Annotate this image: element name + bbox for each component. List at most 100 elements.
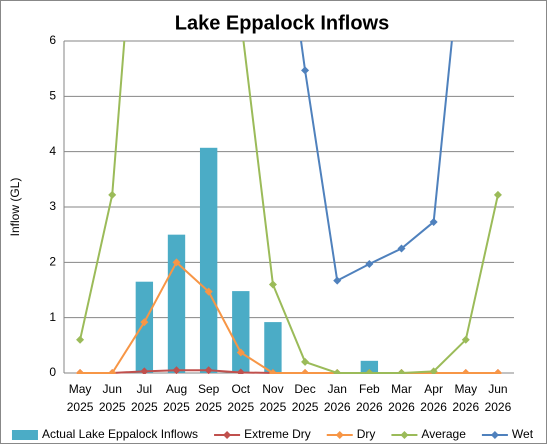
marker	[397, 369, 406, 374]
marker	[108, 190, 117, 199]
x-tick-label-line: 2025	[163, 400, 190, 414]
y-tick-label: 2	[49, 255, 56, 269]
x-tick-label-line: 2026	[324, 400, 351, 414]
marker	[493, 190, 502, 199]
legend-label: Extreme Dry	[244, 427, 311, 441]
x-tick-label-line: 2025	[131, 400, 158, 414]
marker	[333, 369, 342, 374]
marker	[236, 348, 245, 357]
x-tick-label-line: 2026	[485, 400, 512, 414]
legend-swatch	[11, 430, 38, 440]
marker	[333, 276, 342, 285]
marker	[301, 357, 310, 366]
x-tick-label-line: Jun	[488, 382, 507, 396]
bar	[135, 281, 154, 373]
plot	[76, 41, 502, 374]
bar	[360, 360, 379, 373]
x-tick-label-line: Jun	[103, 382, 122, 396]
legend-marker	[490, 431, 499, 439]
x-tick-label-line: 2026	[388, 400, 415, 414]
x-tick-label-line: 2025	[227, 400, 254, 414]
marker	[493, 369, 502, 374]
x-tick-label-line: Nov	[262, 382, 283, 396]
y-tick-label: 0	[49, 365, 56, 379]
x-tick-label: Dec 2025	[292, 382, 319, 414]
y-tick-label: 4	[49, 144, 56, 158]
marker	[461, 369, 470, 374]
legend-label: Wet	[512, 427, 534, 441]
legend-label: Dry	[357, 427, 376, 441]
x-tick-label: Jun 2026	[485, 382, 512, 414]
x-tick-label-line: 2025	[99, 400, 126, 414]
x-tick-label: May 2026	[452, 382, 479, 414]
x-tick-label: Apr 2026	[420, 382, 447, 414]
marker	[365, 259, 374, 268]
chart-title: Lake Eppalock Inflows	[175, 12, 390, 34]
x-tick-label-line: May	[454, 382, 477, 396]
legend-marker	[223, 431, 232, 439]
marker	[140, 367, 149, 374]
marker	[268, 280, 277, 289]
y-tick-label: 6	[49, 33, 56, 47]
legend-marker	[335, 431, 344, 439]
x-tick-label-line: 2025	[260, 400, 287, 414]
marker	[76, 369, 85, 374]
x-tick-label: Jun 2025	[99, 382, 126, 414]
marker	[365, 369, 374, 374]
bar	[167, 234, 186, 373]
x-tick-label: May 2025	[67, 382, 94, 414]
line	[80, 260, 498, 374]
bar	[199, 147, 218, 373]
legend-label: Average	[421, 427, 466, 441]
marker	[204, 366, 213, 374]
x-tick-label-line: Feb	[359, 382, 380, 396]
marker	[461, 335, 470, 344]
x-tick-label-line: 2025	[195, 400, 222, 414]
marker	[429, 217, 438, 226]
legend-marker	[400, 431, 409, 439]
bar	[264, 322, 282, 373]
y-tick-label: 1	[49, 310, 56, 324]
x-tick-label-line: Aug	[166, 382, 187, 396]
x-tick-label: Sep 2025	[195, 382, 222, 414]
x-tick-label-line: May	[69, 382, 92, 396]
line	[79, 41, 499, 374]
x-tick-label-line: 2025	[292, 400, 319, 414]
legend-label: Actual Lake Eppalock Inflows	[42, 427, 198, 441]
x-tick-label: Aug 2025	[163, 382, 190, 414]
y-tick-label: 5	[49, 89, 56, 103]
marker	[172, 366, 181, 374]
x-tick-label-line: 2025	[67, 400, 94, 414]
y-tick-label: 3	[49, 199, 56, 213]
marker	[172, 258, 181, 267]
x-tick-label: Jul 2025	[131, 382, 158, 414]
marker	[76, 335, 85, 344]
x-tick-label: Mar 2026	[388, 382, 415, 414]
x-tick-label-line: 2026	[420, 400, 447, 414]
marker	[301, 66, 310, 75]
x-tick-label: Jan 2026	[324, 382, 351, 414]
x-tick-label-line: Apr	[424, 382, 443, 396]
y-axis-label: Inflow (GL)	[8, 178, 22, 237]
bar	[232, 291, 250, 373]
marker	[268, 369, 277, 374]
x-tick-label-line: Oct	[231, 382, 250, 396]
x-tick-label-line: Sep	[198, 382, 220, 396]
x-tick-label-line: 2026	[356, 400, 383, 414]
marker	[204, 287, 213, 296]
x-tick-label: Oct 2025	[227, 382, 254, 414]
x-tick-label-line: Dec	[294, 382, 315, 396]
marker	[108, 369, 117, 374]
marker	[140, 318, 149, 327]
marker	[301, 369, 310, 374]
marker	[397, 244, 406, 253]
x-tick-label: Nov 2025	[260, 382, 287, 414]
x-tick-label-line: Jan	[328, 382, 347, 396]
x-tick-label-line: Mar	[391, 382, 412, 396]
x-tick-label: Feb 2026	[356, 382, 383, 414]
x-tick-label-line: 2026	[452, 400, 479, 414]
x-tick-label-line: Jul	[137, 382, 152, 396]
